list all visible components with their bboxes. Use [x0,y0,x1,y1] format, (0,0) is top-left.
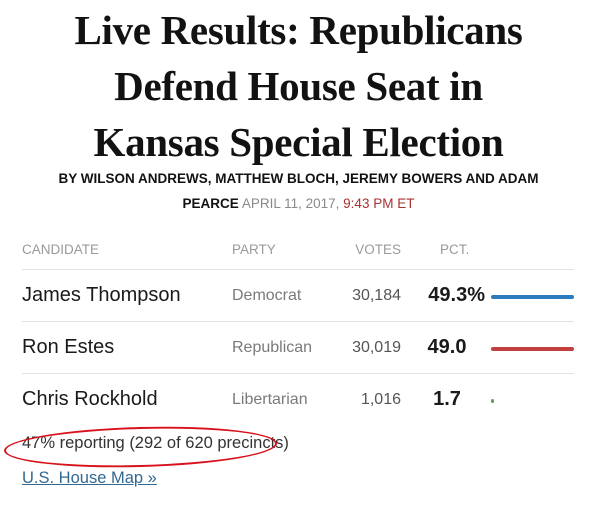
header-pct: PCT. [440,242,470,257]
header-candidate: CANDIDATE [22,242,100,257]
results-table: CANDIDATE PARTY VOTES PCT. James Thompso… [22,232,574,425]
candidate-pct: 49.0 [427,336,467,358]
vote-share-bar [491,295,574,299]
reporting-status: 47% reporting (292 of 620 precincts) [22,434,289,452]
candidate-votes: 30,184 [352,287,401,304]
candidate-name: James Thompson [22,284,181,306]
header-votes: VOTES [355,242,401,257]
vote-share-bar [491,347,574,351]
table-row: Chris Rockhold Libertarian 1,016 1.7 [22,374,574,425]
headline-line-1: Live Results: Republicans [74,7,523,53]
table-row: James Thompson Democrat 30,184 49.3% [22,270,574,322]
candidate-party: Democrat [232,287,302,304]
headline-line-3: Kansas Special Election [93,119,504,165]
byline: BY WILSON ANDREWS, MATTHEW BLOCH, JEREMY… [0,166,597,216]
byline-date: APRIL 11, 2017, [241,196,340,211]
candidate-votes: 30,019 [352,339,401,356]
us-house-map-link[interactable]: U.S. House Map » [22,469,157,487]
candidate-name: Ron Estes [22,336,115,358]
candidate-pct: 1.7 [433,388,461,410]
byline-author-last: PEARCE [182,196,239,211]
candidate-party: Republican [232,339,313,356]
byline-time: 9:43 PM ET [343,196,415,211]
results-header-row: CANDIDATE PARTY VOTES PCT. [22,232,574,270]
vote-share-bar [491,399,494,403]
candidate-party: Libertarian [232,391,308,408]
headline-line-2: Defend House Seat in [114,63,483,109]
candidate-votes: 1,016 [360,391,401,408]
page-headline: Live Results: Republicans Defend House S… [0,2,597,170]
candidate-name: Chris Rockhold [22,388,158,410]
highlight-circle-annotation [3,423,278,471]
byline-second-line: PEARCE APRIL 11, 2017, 9:43 PM ET [0,191,597,216]
candidate-pct: 49.3% [428,284,485,306]
header-party: PARTY [232,242,276,257]
table-row: Ron Estes Republican 30,019 49.0 [22,322,574,374]
byline-authors: BY WILSON ANDREWS, MATTHEW BLOCH, JEREMY… [58,171,539,186]
